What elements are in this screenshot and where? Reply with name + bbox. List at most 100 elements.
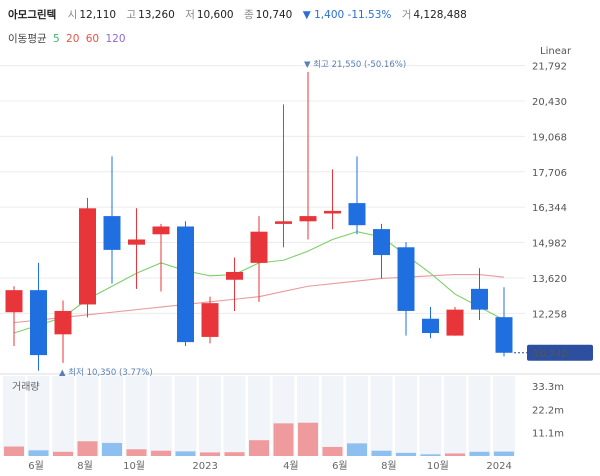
stock-name: 아모그린텍 bbox=[8, 9, 57, 21]
open-label: 시 bbox=[67, 9, 78, 21]
low-value: 10,600 bbox=[196, 9, 234, 21]
low-annotation: ▲ 최저 10,350 (3.77%) bbox=[59, 367, 153, 378]
ma-5-legend[interactable]: 5 bbox=[52, 33, 60, 45]
candle-body bbox=[30, 290, 47, 356]
volume-band bbox=[174, 376, 197, 456]
volume-band bbox=[493, 376, 515, 456]
volume-band bbox=[468, 376, 491, 456]
volume-value: 4,128,488 bbox=[413, 9, 467, 21]
moving-average-legend[interactable]: 이동평균 5 20 60 120 bbox=[8, 31, 129, 46]
volume-band bbox=[101, 376, 123, 456]
x-tick-label: 6월 bbox=[332, 460, 348, 472]
volume-bar bbox=[224, 452, 245, 456]
volume-bar bbox=[273, 423, 294, 456]
volume-band bbox=[125, 376, 148, 456]
candle-body bbox=[275, 221, 292, 224]
candle-body bbox=[422, 318, 439, 334]
volume-bands bbox=[0, 373, 600, 456]
candle-body bbox=[226, 271, 243, 280]
ma-legend-label: 이동평균 bbox=[8, 33, 47, 45]
high-annotation: ▼ 최고 21,550 (-50.16%) bbox=[304, 59, 406, 70]
y-tick-label: 13,620 bbox=[532, 274, 567, 285]
ma-60-legend[interactable]: 60 bbox=[85, 33, 100, 45]
x-tick-label: 10월 bbox=[427, 460, 449, 472]
volume-bar bbox=[371, 450, 392, 456]
open-value: 12,110 bbox=[79, 9, 117, 21]
volume-band bbox=[27, 376, 50, 456]
y-tick-label: 17,706 bbox=[532, 168, 567, 179]
candle-body bbox=[152, 226, 170, 235]
candle-body bbox=[324, 210, 341, 214]
volume-band bbox=[248, 376, 270, 456]
ma-20-legend[interactable]: 20 bbox=[66, 33, 80, 45]
volume-bar bbox=[249, 440, 269, 456]
volume-bar bbox=[347, 443, 367, 456]
low-label: 저 bbox=[185, 9, 195, 21]
volume-tick-label: 11.1m bbox=[532, 429, 564, 440]
candle-body bbox=[79, 208, 96, 305]
volume-band bbox=[321, 376, 344, 456]
candle-body bbox=[446, 309, 464, 336]
volume-bar bbox=[126, 449, 147, 456]
scale-type-label: Linear bbox=[540, 46, 572, 57]
volume-bar bbox=[200, 452, 220, 456]
candle-body bbox=[54, 310, 72, 335]
candle-body bbox=[5, 290, 23, 313]
last-price-label: 10,740 bbox=[533, 349, 568, 360]
y-tick-label: 19,068 bbox=[532, 132, 567, 143]
candle-body bbox=[250, 231, 268, 263]
volume-band bbox=[419, 376, 442, 456]
volume-bar bbox=[322, 446, 343, 456]
ma-120-legend[interactable]: 120 bbox=[105, 33, 126, 45]
high-label: 고 bbox=[126, 9, 137, 21]
grid bbox=[0, 65, 525, 314]
y-tick-label: 20,430 bbox=[532, 97, 567, 108]
volume-band bbox=[370, 376, 393, 456]
x-tick-label: 4월 bbox=[283, 460, 299, 472]
volume-band bbox=[52, 376, 74, 456]
volume-band bbox=[76, 376, 99, 456]
volume-bar bbox=[4, 446, 24, 456]
high-value: 13,260 bbox=[138, 9, 175, 21]
y-tick-label: 12,258 bbox=[532, 309, 567, 320]
close-label: 종 bbox=[243, 9, 254, 21]
candle-body bbox=[103, 216, 121, 250]
volume-bar bbox=[53, 451, 73, 456]
axes: 21,792 20,430 19,068 17,706 16,344 14,982 13,6… bbox=[12, 46, 572, 472]
price-header: 아모그린텍 시 12,110 고 13,260 저 10,600 종 10,740 ▼ … bbox=[8, 7, 474, 25]
annotations: ▼ 최고 21,550 (-50.16%) ▲ 최저 10,350 (3.77%)… bbox=[59, 59, 593, 378]
candle-body bbox=[128, 239, 145, 245]
volume-bar bbox=[420, 454, 441, 456]
candle-body bbox=[397, 247, 415, 311]
volume-tick-label: 22.2m bbox=[532, 405, 564, 416]
volume-band bbox=[3, 376, 25, 456]
candle-body bbox=[299, 216, 317, 222]
volume-band bbox=[346, 376, 368, 456]
volume-panel-label: 거래량 bbox=[12, 381, 40, 393]
candle-body bbox=[201, 303, 219, 337]
y-tick-label: 14,982 bbox=[532, 239, 567, 250]
volume-bar bbox=[396, 452, 416, 456]
volume-bar bbox=[445, 453, 465, 456]
last-price-badge bbox=[527, 344, 593, 361]
x-tick-label: 2023 bbox=[192, 461, 217, 472]
x-tick-label: 10월 bbox=[123, 460, 145, 472]
x-tick-label: 6월 bbox=[28, 460, 44, 472]
volume-bar bbox=[77, 441, 98, 456]
x-tick-label: 8월 bbox=[381, 460, 397, 472]
volume-band bbox=[444, 376, 466, 456]
volume-tick-label: 33.3m bbox=[532, 382, 564, 393]
volume-band bbox=[199, 376, 221, 456]
volume-bar bbox=[469, 451, 490, 456]
volume-bar bbox=[298, 422, 318, 456]
change-value: ▼ 1,400 -11.53% bbox=[302, 9, 392, 21]
candles[interactable] bbox=[5, 71, 513, 371]
volume-band bbox=[395, 376, 417, 456]
volume-bar bbox=[102, 442, 122, 456]
volume-bar bbox=[494, 451, 514, 456]
close-value: 10,740 bbox=[255, 9, 293, 21]
candle-body bbox=[177, 226, 194, 343]
volume-bars bbox=[4, 422, 514, 456]
volume-band bbox=[223, 376, 246, 456]
